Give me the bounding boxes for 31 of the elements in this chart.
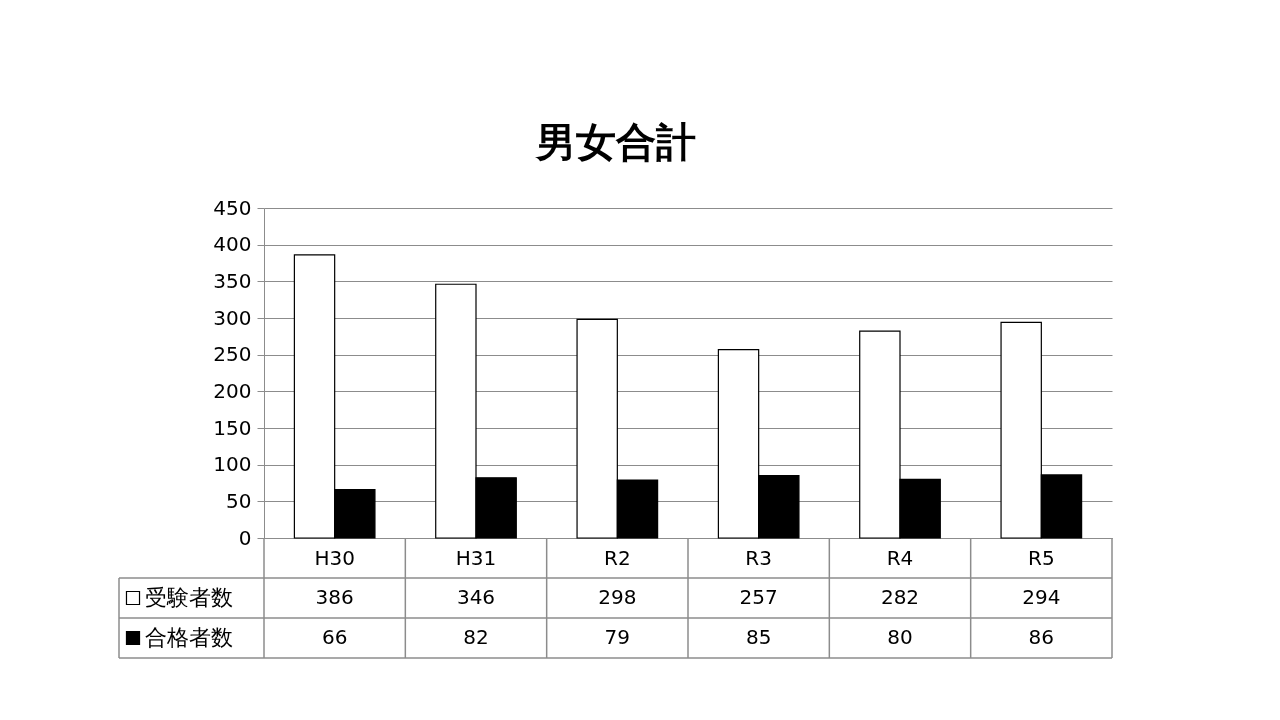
- y-tick-label: 400: [213, 232, 252, 257]
- y-tick-label: 150: [213, 415, 252, 440]
- x-tick-label: H30: [314, 545, 355, 570]
- data-label: 298: [598, 585, 637, 609]
- y-tick-label: 350: [213, 268, 252, 293]
- y-tick-label: 250: [213, 342, 252, 367]
- legend-label: 受験者数: [145, 585, 233, 610]
- data-label: 82: [463, 625, 489, 649]
- x-tick-label: R5: [1028, 545, 1055, 570]
- data-label: 85: [745, 625, 772, 649]
- chart-title: 男女合計: [534, 119, 696, 165]
- y-tick-label: 200: [213, 378, 252, 403]
- y-tick-label: 300: [213, 305, 252, 330]
- y-tick-label: 50: [226, 488, 252, 513]
- data-label: 294: [1022, 585, 1061, 609]
- data-label: 80: [887, 625, 913, 649]
- data-label: 257: [739, 585, 778, 609]
- data-label: 346: [456, 585, 496, 609]
- y-tick-label: 100: [213, 452, 252, 477]
- x-tick-label: R3: [745, 545, 772, 570]
- data-label: 66: [321, 625, 348, 649]
- data-label: 282: [880, 585, 920, 609]
- x-tick-label: H31: [455, 545, 497, 570]
- legend-label: 合格者数: [145, 625, 233, 650]
- y-tick-label: 0: [238, 525, 252, 550]
- x-tick-label: R4: [886, 545, 914, 570]
- y-tick-label: 450: [213, 195, 252, 220]
- x-tick-label: R2: [604, 545, 631, 570]
- data-label: 79: [604, 625, 631, 649]
- data-label: 86: [1028, 625, 1055, 649]
- data-label: 386: [315, 585, 354, 609]
